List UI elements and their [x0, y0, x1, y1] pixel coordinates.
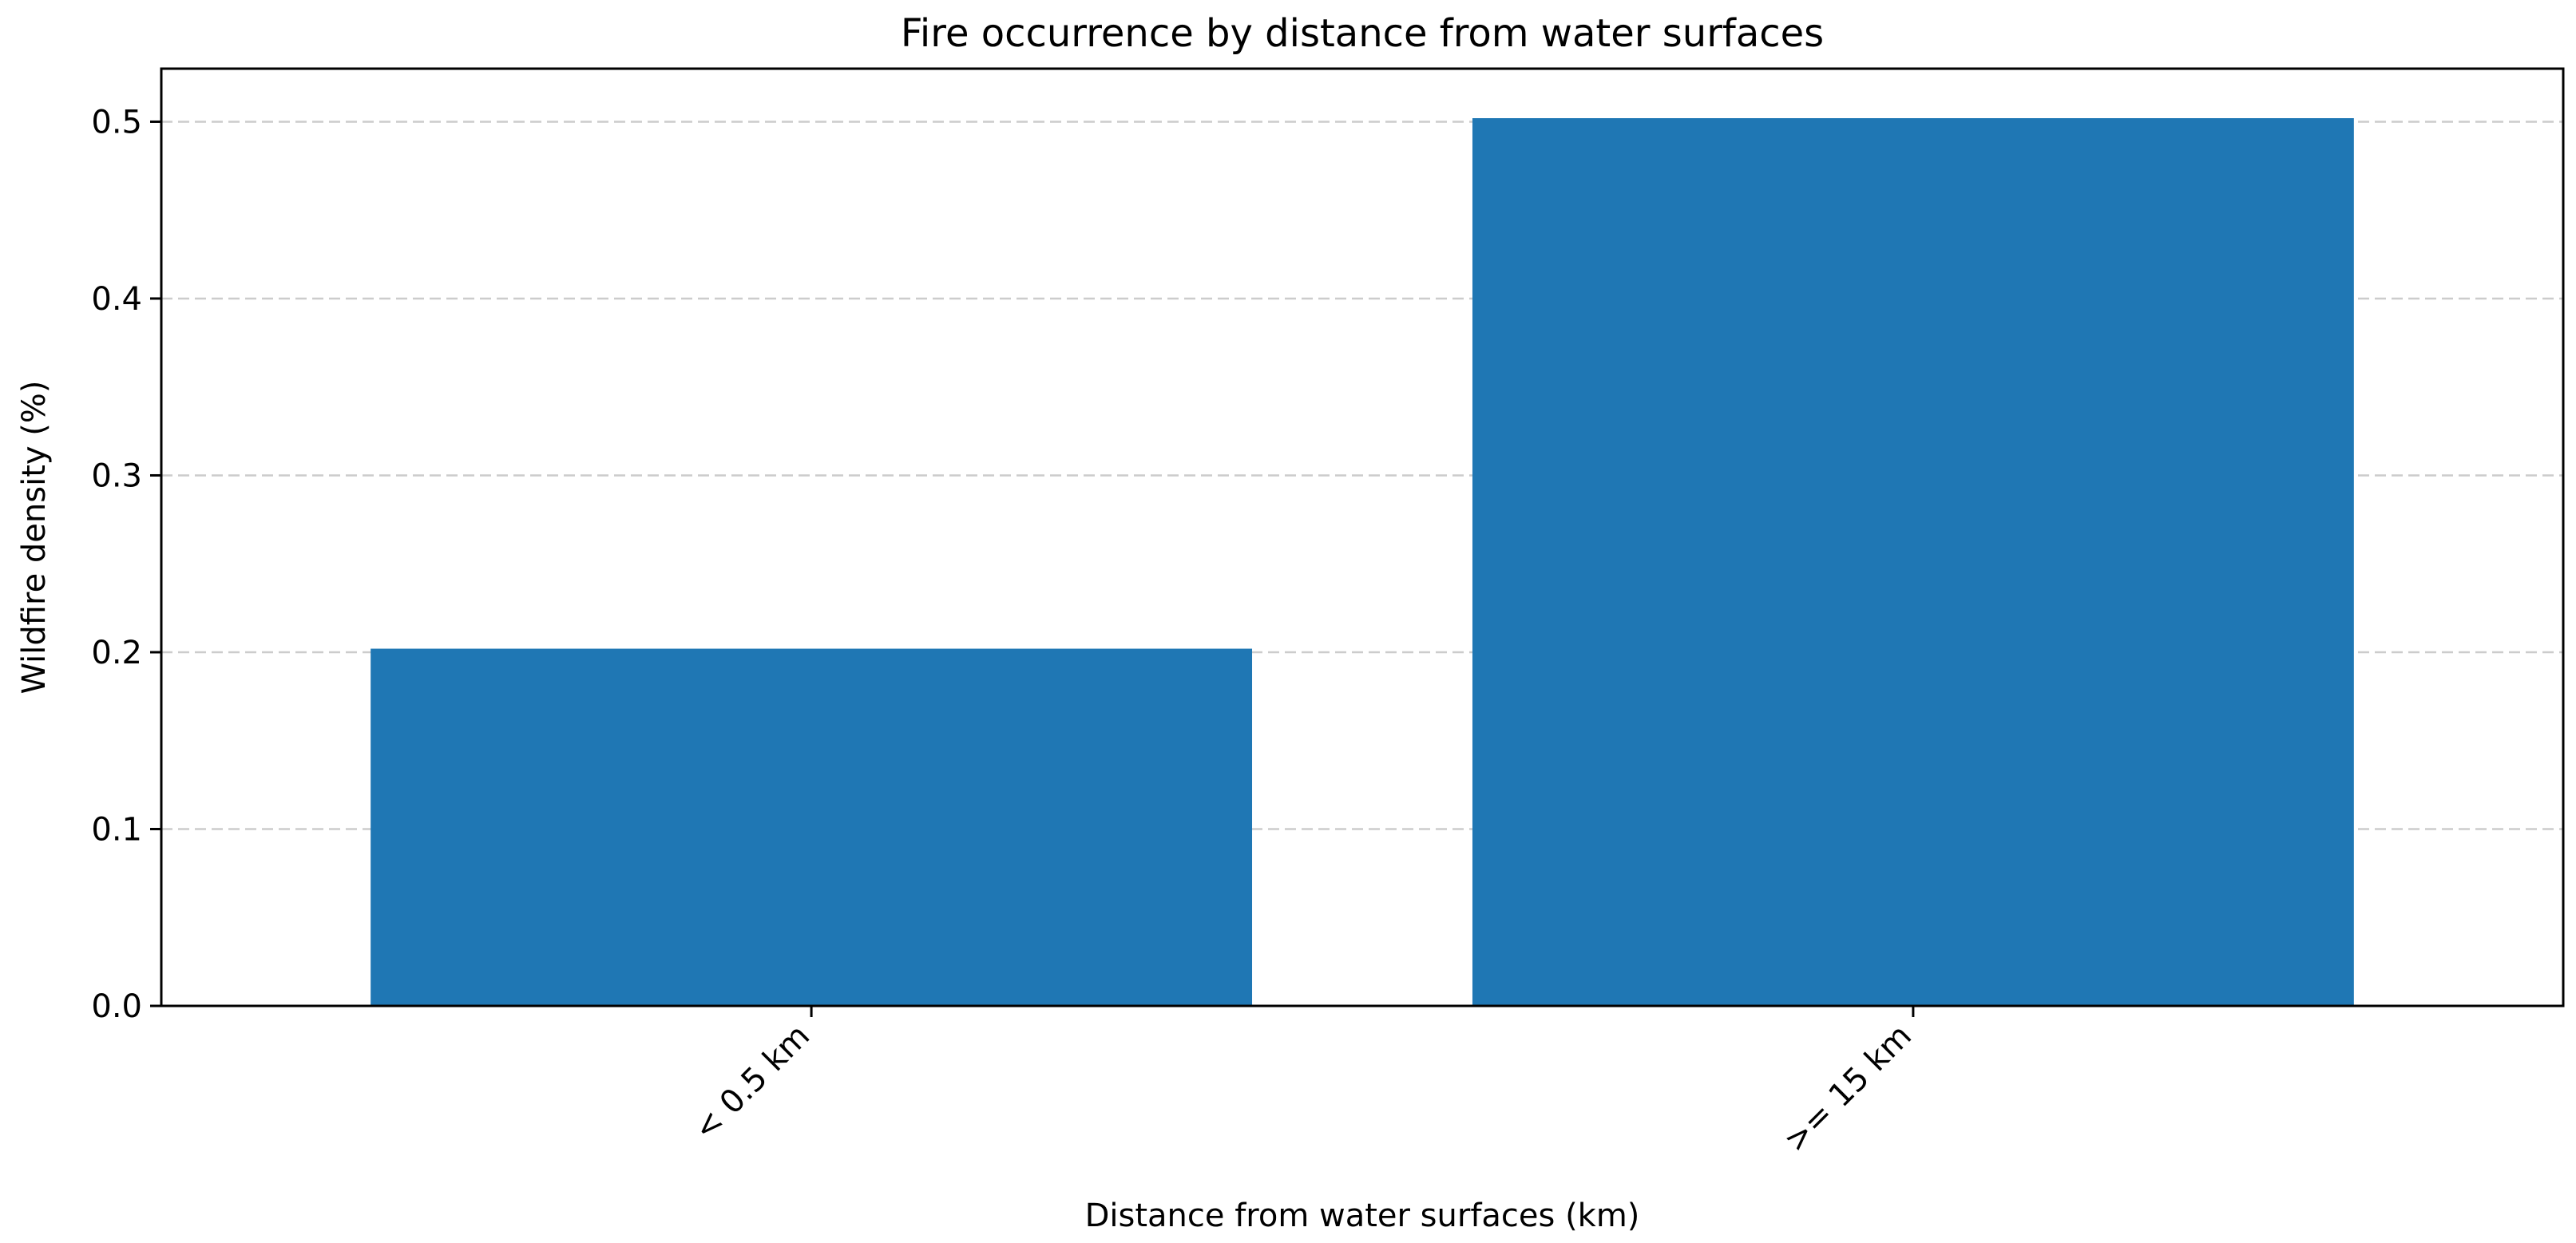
y-axis-ticks: 0.0 0.1 0.2 0.3 0.4 0.5 — [91, 104, 161, 1025]
x-tick-label: >= 15 km — [1777, 1018, 1919, 1160]
y-tick-label: 0.3 — [91, 457, 142, 494]
x-axis-ticks: < 0.5 km >= 15 km — [687, 1006, 1919, 1159]
x-tick-label: < 0.5 km — [687, 1018, 817, 1148]
y-tick-label: 0.5 — [91, 104, 142, 141]
plot-frame — [160, 67, 2565, 1007]
x-axis-label: Distance from water surfaces (km) — [1085, 1197, 1640, 1234]
bar-1 — [1472, 118, 2354, 1006]
y-tick-label: 0.2 — [91, 635, 142, 671]
y-tick-label: 0.1 — [91, 811, 142, 848]
y-axis-label: Wildfire density (%) — [16, 381, 53, 695]
bars — [371, 118, 2354, 1006]
y-tick-label: 0.0 — [91, 988, 142, 1025]
y-tick-label: 0.4 — [91, 281, 142, 318]
chart-title: Fire occurrence by distance from water s… — [901, 11, 1824, 56]
bar-0 — [371, 648, 1253, 1006]
